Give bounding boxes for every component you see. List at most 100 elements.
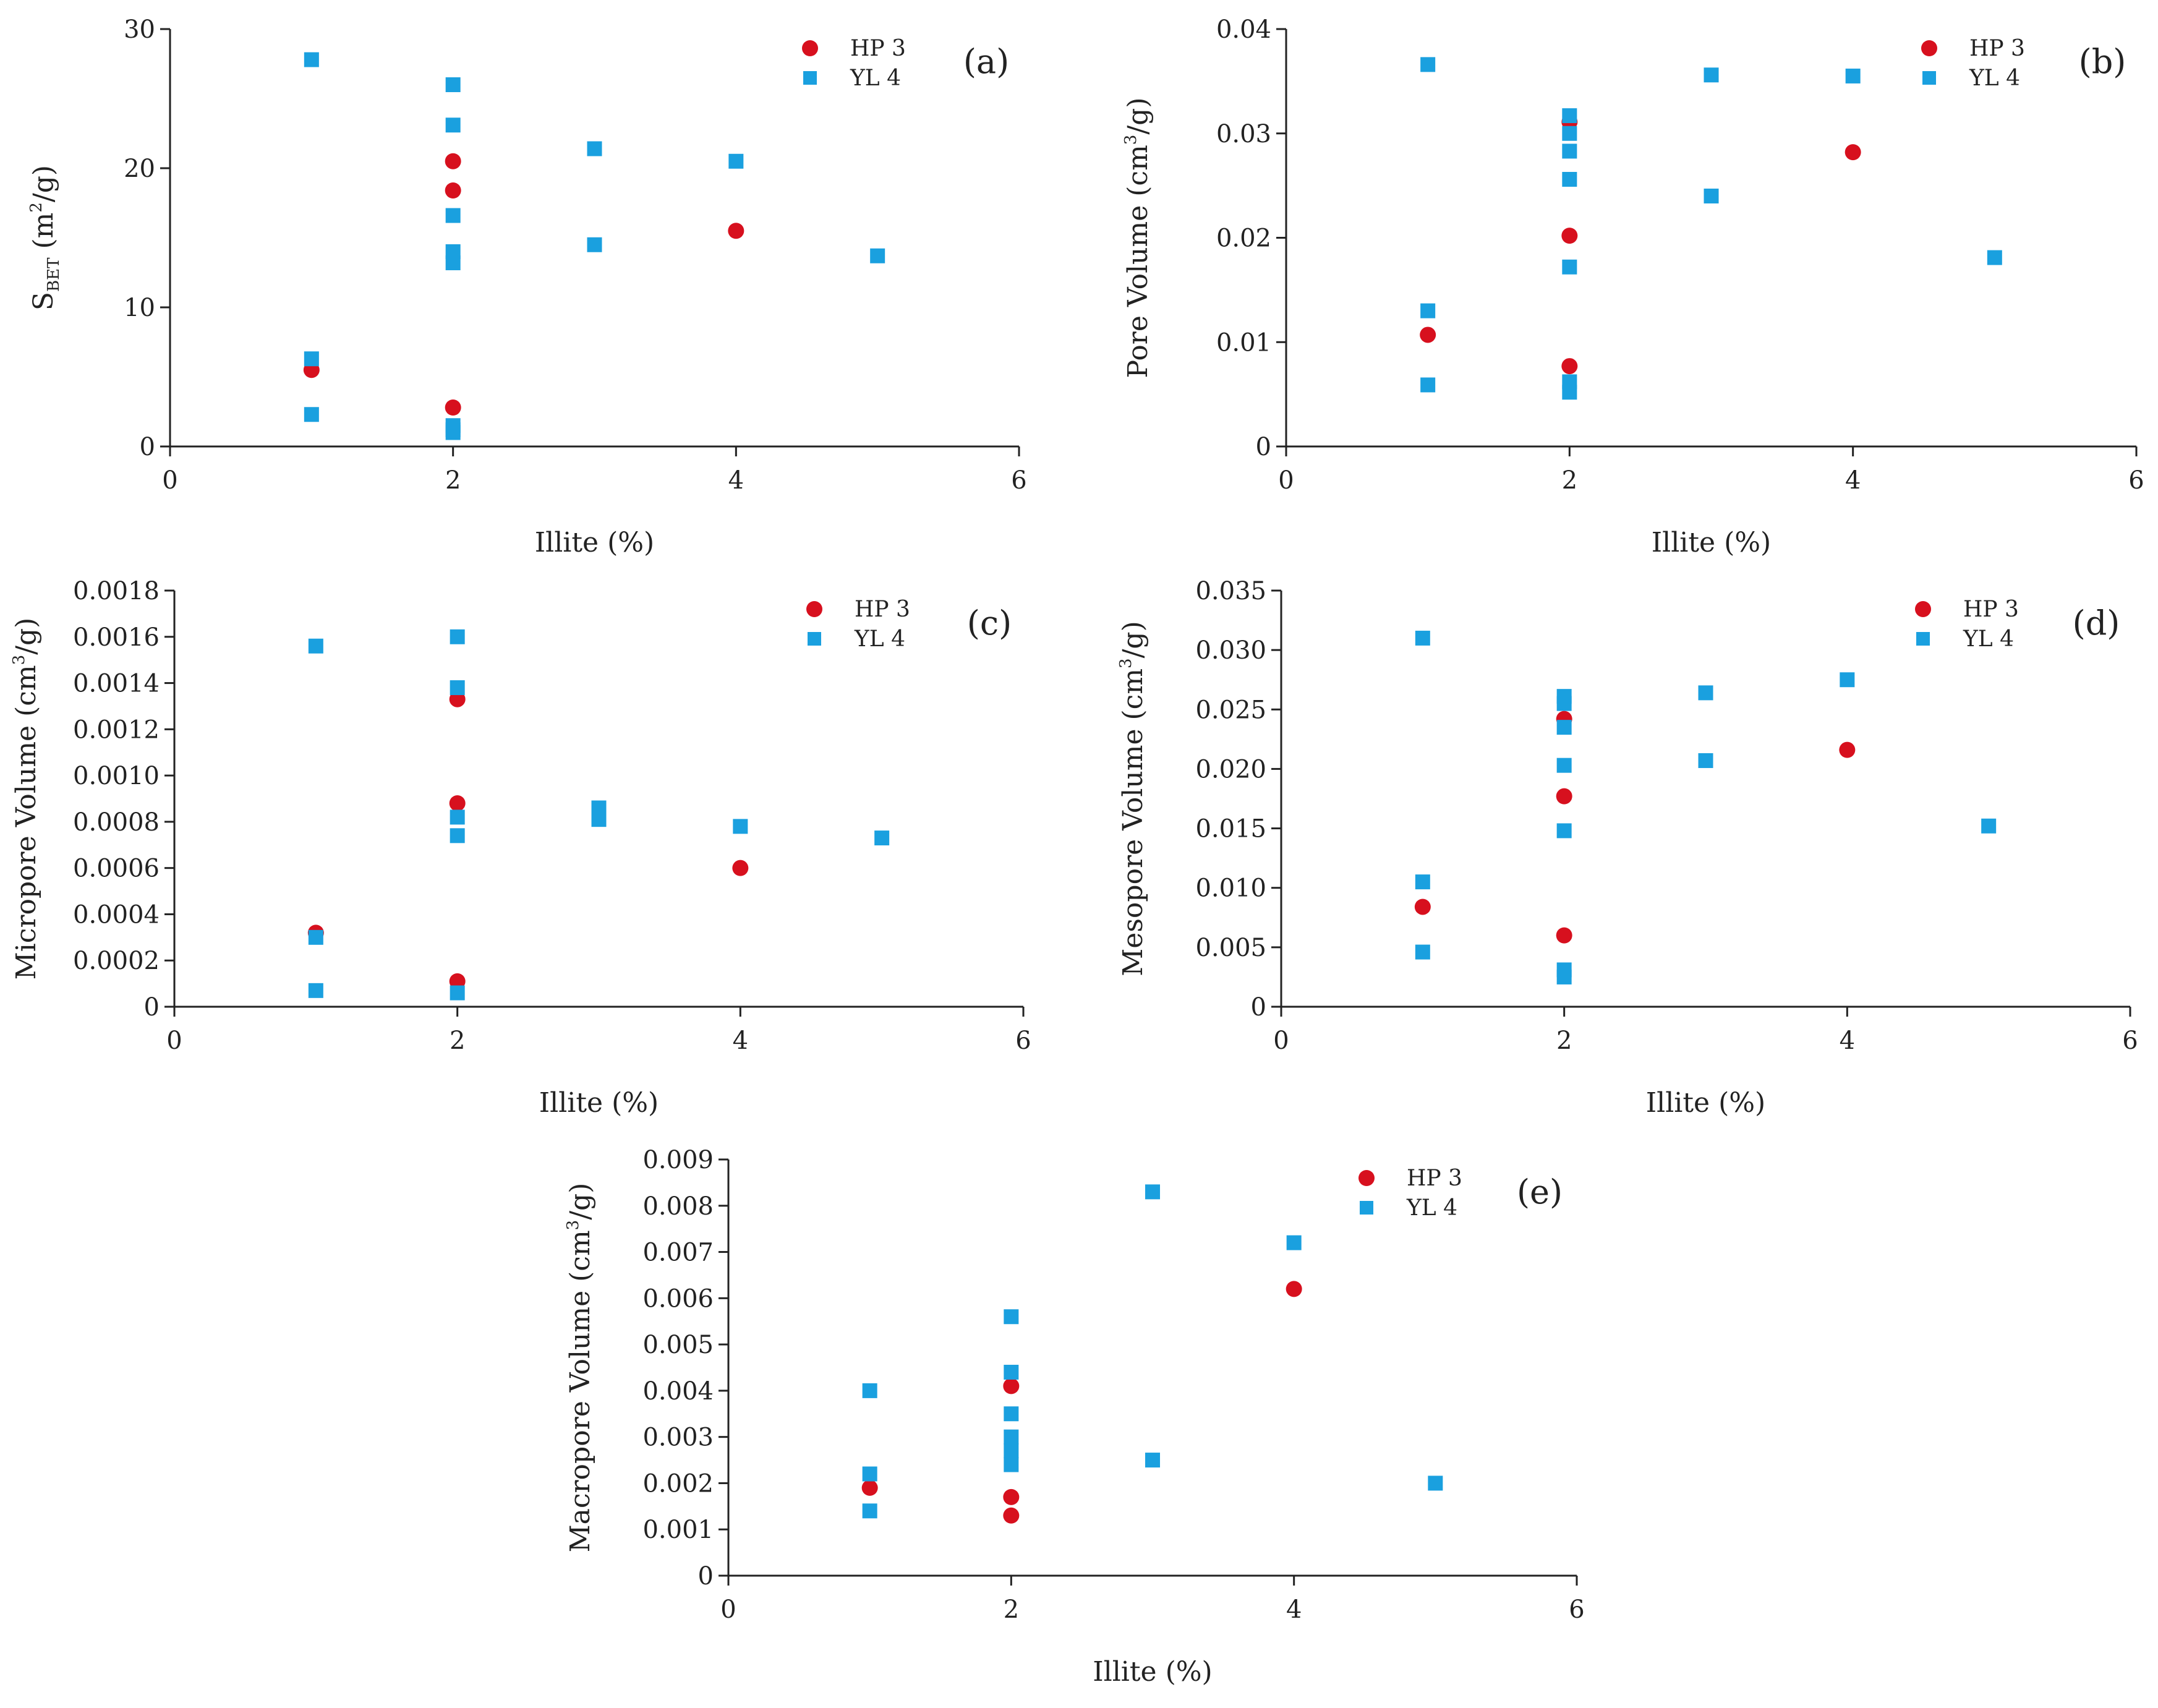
data-point-yl4 <box>1704 189 1719 203</box>
data-point-hp3 <box>1556 788 1572 805</box>
data-point-yl4 <box>445 208 461 223</box>
legend-label: HP 3 <box>855 597 910 622</box>
y-tick-label: 0.004 <box>642 1377 714 1406</box>
x-tick-label: 2 <box>445 466 461 495</box>
data-point-yl4 <box>1562 126 1577 141</box>
data-point-hp3 <box>1286 1281 1302 1297</box>
y-tick-label: 0.010 <box>1195 874 1266 903</box>
data-point-yl4 <box>1981 818 1997 834</box>
y-tick-label: 0.01 <box>1216 328 1271 357</box>
data-point-hp3 <box>1556 927 1572 944</box>
data-point-yl4 <box>1145 1184 1160 1200</box>
panel-label: (b) <box>2079 42 2126 81</box>
data-point-yl4 <box>308 929 323 945</box>
data-point-yl4 <box>1420 377 1436 393</box>
data-point-yl4 <box>1562 385 1577 400</box>
data-point-hp3 <box>732 860 749 876</box>
data-point-yl4 <box>874 831 890 846</box>
data-point-yl4 <box>1556 696 1572 711</box>
legend-marker-hp3 <box>1921 40 1937 56</box>
y-tick-label: 0 <box>140 433 155 461</box>
y-tick-label: 0.015 <box>1195 815 1266 843</box>
data-point-yl4 <box>1145 1453 1160 1468</box>
data-point-yl4 <box>450 809 465 825</box>
legend-marker-hp3 <box>1915 601 1931 617</box>
y-axis-title: Pore Volume (cm3/g) <box>1122 98 1154 378</box>
panel-label: (e) <box>1517 1172 1563 1211</box>
data-point-yl4 <box>1562 108 1577 124</box>
legend: HP 3 YL 4 <box>1921 36 2025 91</box>
x-tick-label: 0 <box>1278 466 1294 495</box>
data-point-hp3 <box>861 1479 878 1496</box>
data-point-yl4 <box>1562 172 1577 187</box>
data-point-yl4 <box>1556 720 1572 735</box>
data-point-hp3 <box>445 399 461 416</box>
data-point-hp3 <box>449 691 466 707</box>
data-point-yl4 <box>450 629 465 644</box>
legend-label: YL 4 <box>1969 66 2020 91</box>
legend-label: YL 4 <box>1406 1195 1457 1221</box>
data-point-hp3 <box>728 223 744 239</box>
data-point-hp3 <box>1003 1378 1020 1394</box>
x-tick-label: 0 <box>162 466 177 495</box>
legend-marker-yl4 <box>1916 632 1930 646</box>
data-point-yl4 <box>1004 1309 1019 1325</box>
y-tick-label: 20 <box>124 155 155 183</box>
legend: HP 3 YL 4 <box>1358 1166 1462 1221</box>
y-tick-label: 0.005 <box>1195 934 1266 962</box>
data-point-yl4 <box>733 819 748 834</box>
y-tick-label: 0.0010 <box>73 762 160 790</box>
y-tick-label: 0.02 <box>1216 224 1271 253</box>
y-tick-label: 0.008 <box>642 1192 714 1221</box>
x-tick-label: 0 <box>1273 1027 1289 1055</box>
chart-panel-1: 0 2 4 6 0 10 20 30 Illite (%) SBET (m2/g) HP 3 YL 4… <box>27 15 1027 558</box>
data-point-hp3 <box>1414 899 1431 915</box>
y-tick-label: 0.025 <box>1195 696 1266 724</box>
legend-label: YL 4 <box>1963 626 2014 652</box>
y-tick-label: 0.035 <box>1195 577 1266 605</box>
y-axis-title: SBET (m2/g) <box>27 165 63 310</box>
data-point-yl4 <box>308 983 323 998</box>
y-tick-label: 0.003 <box>642 1424 714 1452</box>
x-axis-title: Illite (%) <box>539 1087 659 1119</box>
x-tick-label: 2 <box>450 1027 465 1055</box>
legend-marker-yl4 <box>1360 1201 1373 1215</box>
data-point-yl4 <box>1556 758 1572 773</box>
data-point-yl4 <box>1286 1235 1302 1250</box>
x-axis-title: Illite (%) <box>1093 1656 1212 1688</box>
y-tick-label: 0.0002 <box>73 947 160 975</box>
legend-marker-hp3 <box>1358 1170 1375 1186</box>
legend-label: HP 3 <box>1963 597 2019 622</box>
x-tick-label: 6 <box>1015 1027 1031 1055</box>
x-tick-label: 2 <box>1562 466 1577 495</box>
data-point-yl4 <box>591 812 607 827</box>
x-tick-label: 4 <box>728 466 744 495</box>
x-tick-label: 0 <box>166 1027 182 1055</box>
data-point-hp3 <box>1420 327 1436 343</box>
y-axis-title: Macropore Volume (cm3/g) <box>564 1183 596 1553</box>
x-tick-label: 6 <box>2122 1027 2138 1055</box>
legend-marker-hp3 <box>806 601 822 617</box>
data-point-yl4 <box>450 828 465 843</box>
legend-marker-yl4 <box>1922 71 1936 85</box>
data-point-hp3 <box>445 153 461 169</box>
data-point-yl4 <box>1698 753 1713 768</box>
panel-label: (a) <box>963 42 1009 81</box>
y-tick-label: 10 <box>124 294 155 322</box>
data-point-hp3 <box>1003 1507 1020 1524</box>
data-point-yl4 <box>1845 68 1861 83</box>
legend-label: HP 3 <box>1407 1166 1462 1191</box>
data-point-yl4 <box>304 351 319 367</box>
y-tick-label: 0.006 <box>642 1284 714 1313</box>
data-point-yl4 <box>445 117 461 133</box>
legend: HP 3 YL 4 <box>802 36 906 91</box>
data-point-yl4 <box>1556 969 1572 984</box>
y-tick-label: 0.001 <box>642 1516 714 1544</box>
data-point-hp3 <box>449 795 466 811</box>
data-point-yl4 <box>1415 630 1430 646</box>
data-point-yl4 <box>1004 1429 1019 1445</box>
legend: HP 3 YL 4 <box>1915 597 2019 652</box>
data-point-yl4 <box>1004 1406 1019 1422</box>
legend-marker-yl4 <box>808 632 821 646</box>
